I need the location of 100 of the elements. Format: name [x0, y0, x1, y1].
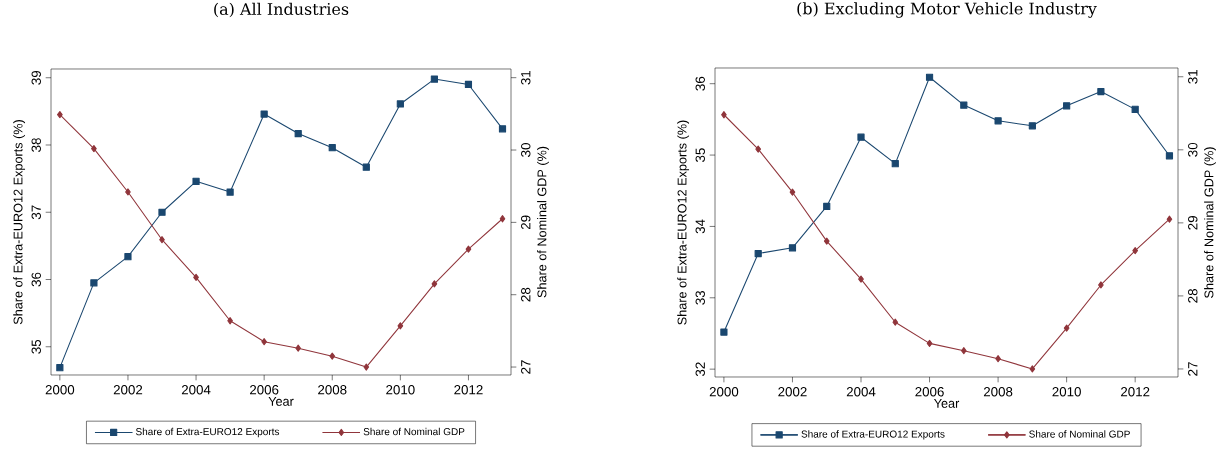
- x-tick-label: 2008: [318, 385, 347, 395]
- y-tick-label: 37: [31, 205, 41, 220]
- point: [1132, 247, 1139, 255]
- point: [295, 344, 302, 352]
- point: [1098, 281, 1104, 289]
- legend-label: Share of Extra-EURO12 Exports: [801, 430, 945, 440]
- point: [858, 275, 864, 283]
- y-tick-label: 36: [31, 272, 41, 287]
- y-tick-label: 33: [695, 290, 705, 305]
- y-tick-label: 38: [31, 138, 41, 152]
- point: [994, 117, 1002, 125]
- point: [995, 355, 1001, 363]
- y-tick-label: 36: [695, 76, 705, 91]
- point: [362, 163, 370, 171]
- x-tick-label: 2004: [181, 385, 211, 395]
- y-tick-label: 39: [31, 70, 41, 85]
- point: [192, 177, 200, 185]
- point: [464, 80, 473, 89]
- point: [498, 125, 507, 133]
- point: [363, 363, 370, 371]
- y-tick-label: 34: [695, 219, 705, 234]
- y-tick-label: 35: [31, 339, 41, 354]
- x-tick-label: 2000: [45, 385, 75, 395]
- point: [125, 188, 131, 196]
- point: [261, 338, 267, 346]
- x-tick-label: 2004: [846, 387, 876, 397]
- y2-axis-title: Share of Nominal GDP (%): [537, 146, 549, 298]
- y2-tick-label: 27: [1188, 362, 1198, 376]
- legend-label: Share of Nominal GDP: [363, 427, 465, 436]
- point: [1097, 87, 1105, 96]
- y-axis-title: Share of Extra-EURO12 Exports (%): [13, 120, 26, 325]
- point: [226, 188, 234, 196]
- chart-title: (a) All Industries: [214, 2, 349, 18]
- point: [823, 202, 831, 211]
- point: [1165, 152, 1174, 160]
- y2-tick-label: 31: [1188, 69, 1198, 84]
- point: [159, 236, 165, 244]
- point: [329, 352, 336, 360]
- point: [891, 160, 899, 168]
- x-tick-label: 2010: [386, 385, 415, 395]
- point: [1029, 365, 1036, 373]
- chart-title: (b) Excluding Motor Vehicle Industry: [797, 2, 1097, 18]
- point: [1063, 324, 1070, 332]
- y2-tick-label: 28: [521, 287, 531, 302]
- point: [754, 249, 762, 258]
- point: [430, 75, 438, 83]
- x-tick-label: 2002: [113, 385, 143, 395]
- y2-tick-label: 30: [1188, 142, 1198, 157]
- point: [465, 245, 472, 253]
- point: [1131, 105, 1139, 113]
- point: [755, 145, 762, 153]
- point: [960, 347, 967, 355]
- point: [260, 110, 268, 118]
- point: [925, 73, 934, 81]
- x-tick-label: 2010: [1052, 387, 1081, 397]
- y2-tick-label: 28: [1188, 289, 1198, 303]
- x-tick-label: 2008: [983, 387, 1013, 397]
- y2-tick-label: 31: [521, 70, 531, 85]
- point: [823, 237, 830, 245]
- point: [857, 133, 865, 141]
- y-tick-label: 35: [695, 148, 705, 162]
- point: [788, 244, 797, 252]
- y2-tick-label: 30: [521, 143, 531, 157]
- point: [124, 253, 132, 261]
- point: [397, 322, 404, 330]
- point: [960, 101, 968, 109]
- point: [926, 339, 933, 347]
- x-tick-label: 2012: [454, 385, 483, 395]
- point: [193, 273, 199, 281]
- point: [1166, 215, 1173, 223]
- x-tick-label: 2000: [709, 387, 739, 397]
- y2-axis-title: Share of Nominal GDP (%): [1204, 147, 1216, 298]
- y2-tick-label: 29: [521, 215, 531, 230]
- point: [499, 215, 506, 223]
- point: [1028, 122, 1036, 130]
- y-axis-title: Share of Extra-EURO12 Exports (%): [677, 120, 690, 325]
- point: [328, 144, 336, 152]
- point: [396, 100, 404, 108]
- point: [431, 280, 438, 288]
- y2-tick-label: 27: [521, 360, 531, 374]
- x-tick-label: 2002: [778, 387, 807, 397]
- y2-tick-label: 29: [1188, 216, 1198, 230]
- point: [158, 208, 166, 216]
- x-tick-label: 2006: [249, 385, 279, 395]
- legend-label: Share of Extra-EURO12 Exports: [135, 427, 280, 438]
- x-tick-label: 2006: [915, 387, 944, 397]
- x-axis-title: Year: [933, 398, 960, 408]
- point: [1063, 102, 1071, 110]
- point: [892, 318, 899, 326]
- point: [90, 279, 98, 287]
- y-tick-label: 32: [695, 362, 705, 377]
- point: [720, 328, 728, 336]
- x-tick-label: 2012: [1121, 387, 1150, 397]
- point: [294, 129, 302, 138]
- point: [789, 188, 796, 196]
- point: [721, 111, 727, 119]
- x-axis-title: Year: [268, 396, 294, 406]
- point: [56, 364, 64, 372]
- legend-label: Share of Nominal GDP: [1029, 430, 1130, 438]
- point: [227, 317, 233, 325]
